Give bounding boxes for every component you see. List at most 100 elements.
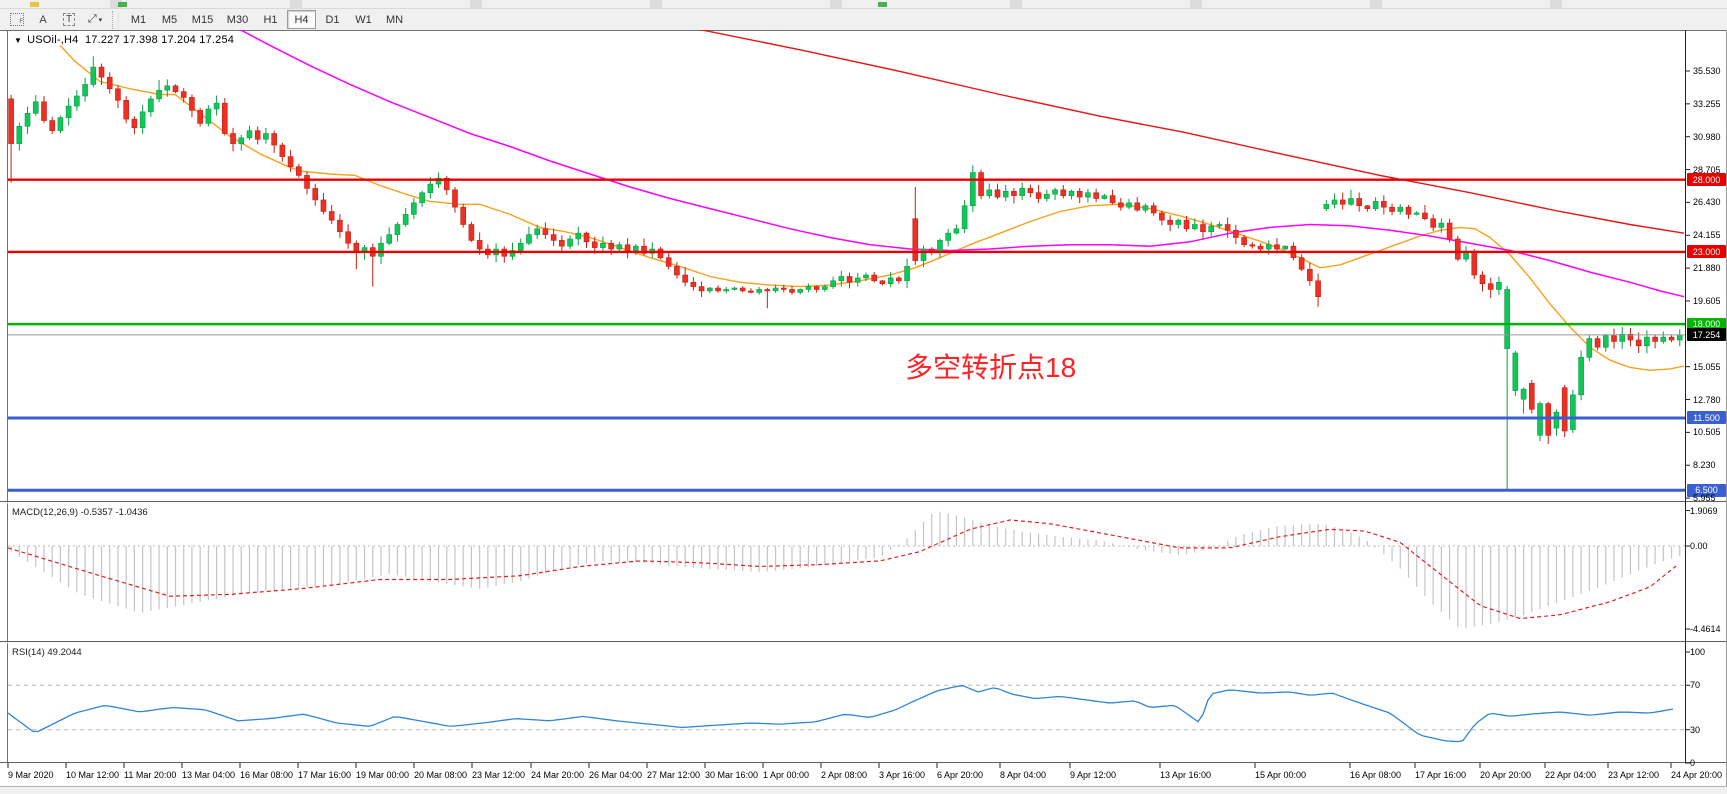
time-axis-label: 3 Apr 16:00 xyxy=(879,770,926,780)
rsi-scale-label: 30 xyxy=(1690,724,1701,735)
current-price-badge: 17.254 xyxy=(1687,328,1726,342)
timeframe-button-m1[interactable]: M1 xyxy=(130,13,147,26)
macd-scale-label: 1.9069 xyxy=(1690,505,1718,516)
macd-values: -0.5357 -1.0436 xyxy=(80,507,148,518)
time-axis-label: 9 Mar 2020 xyxy=(8,770,54,780)
timeframe-button-d1[interactable]: D1 xyxy=(325,13,340,26)
window-bottom-strip xyxy=(0,786,1727,794)
toolbar-fragment-icon xyxy=(30,2,39,7)
rsi-panel xyxy=(7,684,1685,743)
price-axis-label: 26.430 xyxy=(1693,197,1721,208)
time-axis-label: 6 Apr 20:00 xyxy=(937,770,984,780)
chart-canvas xyxy=(0,30,1727,786)
dropdown-caret-icon: ▾ xyxy=(98,16,103,24)
rsi-indicator-label: RSI(14) 49.2044 xyxy=(12,647,82,658)
time-axis-label: 13 Apr 16:00 xyxy=(1160,770,1212,780)
level-price-badge-23.000: 23.000 xyxy=(1687,245,1726,259)
macd-panel xyxy=(7,511,1685,628)
time-axis-label: 16 Apr 08:00 xyxy=(1350,770,1402,780)
rsi-scale-label: 100 xyxy=(1690,647,1706,657)
price-axis-label: 24.155 xyxy=(1693,230,1721,241)
price-axis-label: 28.705 xyxy=(1693,164,1721,175)
panel-frame xyxy=(0,30,1727,786)
time-axis-label: 24 Mar 20:00 xyxy=(531,770,585,780)
symbol-period-label: USOil-,H4 xyxy=(27,34,79,46)
object-arrows-icon: ⤢ xyxy=(87,13,97,25)
top-partial-toolbar xyxy=(0,0,1727,9)
moving-averages xyxy=(59,30,1685,372)
rsi-scale-label: 0 xyxy=(1690,758,1696,768)
chart-symbol-title: ▼ USOil-,H4 17.227 17.398 17.204 17.254 xyxy=(14,34,234,46)
axis-ticks xyxy=(7,70,1690,768)
macd-indicator-label: MACD(12,26,9) -0.5357 -1.0436 xyxy=(12,507,148,518)
price-axis-label: 5.955 xyxy=(1693,493,1716,504)
timeframe-group: M1 M5 M15 M30 H1 H4 D1 W1 MN xyxy=(123,10,410,29)
toolbar-fragment-icon xyxy=(118,2,127,7)
time-axis-label: 2 Apr 08:00 xyxy=(821,770,868,780)
price-axis-label: 10.505 xyxy=(1693,427,1721,438)
ma-slow-red xyxy=(699,30,1685,234)
macd-name: MACD(12,26,9) xyxy=(12,507,78,518)
level-price-badge-18.000: 18.000 xyxy=(1687,317,1726,331)
timeframe-button-h1[interactable]: H1 xyxy=(263,13,278,26)
timeframe-button-m30[interactable]: M30 xyxy=(226,13,249,26)
chart-annotation-text: 多空转折点18 xyxy=(905,352,1077,383)
macd-scale-label: -4.4614 xyxy=(1690,623,1721,634)
chart-area[interactable] xyxy=(0,30,1727,786)
drawing-tools-group: F A T ⤢ ▾ xyxy=(4,10,108,30)
level-price-badge-11.500: 11.500 xyxy=(1687,411,1726,425)
toolbar: F A T ⤢ ▾ M1 M5 M15 M30 H1 H4 D1 W1 MN xyxy=(0,9,1727,30)
ohlc-values: 17.227 17.398 17.204 17.254 xyxy=(84,34,235,46)
font-a-button[interactable]: A xyxy=(31,10,55,30)
time-axis-label: 20 Mar 08:00 xyxy=(414,770,468,780)
timeframe-button-m15[interactable]: M15 xyxy=(191,13,214,26)
time-axis-label: 17 Apr 16:00 xyxy=(1415,770,1467,780)
time-axis-label: 17 Mar 16:00 xyxy=(298,770,352,780)
time-axis-label: 27 Mar 12:00 xyxy=(647,770,701,780)
time-axis-label: 16 Mar 08:00 xyxy=(240,770,294,780)
rsi-scale-label: 70 xyxy=(1690,680,1701,691)
text-t-button[interactable]: T xyxy=(57,10,81,30)
time-axis-label: 22 Apr 04:00 xyxy=(1545,770,1597,780)
price-axis-label: 33.255 xyxy=(1693,98,1721,109)
level-price-badge-6.500: 6.500 xyxy=(1687,483,1726,497)
price-axis-label: 8.230 xyxy=(1693,460,1716,471)
timeframe-button-m5[interactable]: M5 xyxy=(161,13,178,26)
rsi-line xyxy=(7,685,1674,743)
price-axis-label: 21.880 xyxy=(1693,263,1721,274)
time-axis-label: 8 Apr 04:00 xyxy=(1000,770,1047,780)
symbol-dropdown-icon[interactable]: ▼ xyxy=(14,36,23,45)
text-t-icon: T xyxy=(62,13,76,26)
object-arrows-button[interactable]: ⤢ ▾ xyxy=(83,10,107,30)
time-axis-label: 13 Mar 04:00 xyxy=(182,770,236,780)
price-axis-label: 15.055 xyxy=(1693,361,1721,372)
time-axis-label: 9 Apr 12:00 xyxy=(1070,770,1117,780)
time-axis-label: 23 Mar 12:00 xyxy=(472,770,526,780)
rsi-name: RSI(14) xyxy=(12,647,45,658)
macd-signal-line xyxy=(7,519,1677,620)
snap-grid-icon: F xyxy=(10,13,24,26)
time-axis-label: 19 Mar 00:00 xyxy=(356,770,410,780)
ma-fast-orange xyxy=(59,44,1685,372)
time-axis-label: 10 Mar 12:00 xyxy=(66,770,120,780)
timeframe-button-w1[interactable]: W1 xyxy=(355,13,372,26)
time-axis-label: 11 Mar 20:00 xyxy=(124,770,177,780)
timeframe-button-h4[interactable]: H4 xyxy=(287,10,316,29)
macd-scale-label: 0.00 xyxy=(1690,541,1708,551)
time-axis-label: 20 Apr 20:00 xyxy=(1480,770,1532,780)
price-axis-label: 30.980 xyxy=(1693,131,1721,142)
rsi-value: 49.2044 xyxy=(47,647,82,658)
toolbar-fragment-icon xyxy=(878,2,887,7)
price-axis-label: 12.780 xyxy=(1693,394,1721,405)
candles xyxy=(8,56,1683,491)
time-axis-label: 1 Apr 00:00 xyxy=(763,770,810,780)
price-axis-label: 19.605 xyxy=(1693,295,1721,306)
time-axis-label: 15 Apr 00:00 xyxy=(1255,770,1307,780)
level-lines xyxy=(8,178,1685,492)
timeframe-button-mn[interactable]: MN xyxy=(385,13,404,26)
snap-grid-button[interactable]: F xyxy=(5,10,29,30)
ma-mid-magenta xyxy=(239,30,1685,298)
time-axis-label: 24 Apr 20:00 xyxy=(1671,770,1723,780)
time-axis-label: 23 Apr 12:00 xyxy=(1608,770,1660,780)
